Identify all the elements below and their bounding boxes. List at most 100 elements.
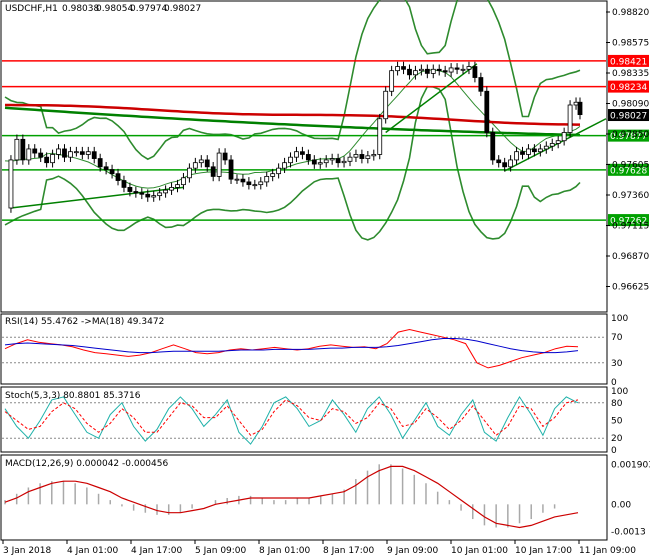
candle-body (300, 151, 305, 155)
candle-body (181, 177, 186, 186)
candle-body (62, 148, 67, 158)
candle-body (436, 68, 442, 72)
level-label-4: 0.97262 (610, 217, 647, 227)
xtick-label: 10 Jan 01:00 (451, 546, 508, 556)
candle-body (531, 148, 537, 153)
candle-body (127, 186, 133, 192)
price-ytick-label: 0.97360 (612, 191, 649, 201)
candle-body (490, 132, 496, 161)
candle-body (204, 159, 210, 168)
candle-body (32, 148, 38, 154)
candle-body (246, 181, 252, 186)
candle-body (514, 151, 519, 161)
candle-body (430, 68, 436, 74)
candle-body (442, 70, 448, 73)
price-ohlc-high: 0.98054 (96, 4, 133, 14)
price-ytick-label: 0.97115 (612, 222, 649, 232)
price-ytick-label: 0.98575 (612, 39, 649, 49)
price-ytick-label: 0.96870 (612, 252, 649, 262)
candle-body (472, 66, 478, 78)
xtick-label: 9 Jan 09:00 (387, 546, 439, 556)
level-label-2: 0.97877 (610, 132, 647, 142)
candle-body (418, 68, 424, 72)
candle-body (484, 90, 490, 133)
candle-body (526, 148, 531, 155)
rsi-series-1 (4, 338, 579, 354)
price-ytick-label: 0.96625 (612, 283, 649, 293)
candle-body (567, 104, 573, 133)
price-ytick-label: 0.97605 (612, 161, 649, 171)
candle-body (448, 67, 454, 73)
candle-body (157, 192, 163, 197)
trendline-2 (385, 63, 478, 134)
candle-body (502, 162, 508, 168)
candle-body (270, 173, 276, 177)
price-panel (0, 0, 608, 313)
current-price-bg (608, 109, 649, 122)
candle-body (323, 159, 329, 164)
current-price-label: 0.98027 (610, 112, 647, 122)
candle-body (543, 145, 549, 150)
price-ytick-label: 0.98820 (612, 8, 649, 18)
macd-ytick-label: -0.0013 (611, 528, 646, 538)
candle-body (577, 101, 583, 116)
price-layer (2, 0, 607, 241)
xtick-label: 10 Jan 17:00 (515, 546, 572, 556)
candle-body (311, 159, 317, 165)
xtick-label: 4 Jan 17:00 (131, 546, 183, 556)
rsi-layer (2, 328, 606, 369)
candle-body (413, 70, 418, 76)
candle-body (377, 118, 383, 155)
candle-body (91, 151, 97, 159)
candle-body (79, 151, 85, 155)
candle-body (175, 184, 180, 188)
stoch-ytick-label: 80 (611, 399, 623, 409)
level-label-bg-0 (608, 54, 649, 67)
candle-body (252, 184, 258, 187)
candle-body (454, 67, 460, 70)
candle-body (329, 158, 335, 161)
price-ytick-label: 0.98090 (612, 100, 649, 110)
candle-body (228, 159, 234, 180)
candle-body (424, 68, 430, 74)
candle-body (97, 158, 103, 168)
macd-signal-line (4, 465, 579, 529)
candle-body (347, 156, 353, 162)
candle-body (14, 138, 20, 161)
candle-body (68, 151, 73, 158)
candle-body (222, 152, 228, 161)
candle-body (389, 70, 395, 92)
candle-body (133, 191, 139, 194)
candle-body (121, 180, 127, 188)
candle-body (240, 178, 246, 183)
candle-body (50, 154, 55, 164)
stoch-series-0 (4, 395, 579, 445)
candle-body (139, 192, 145, 195)
xtick-label: 11 Jan 09:00 (579, 546, 636, 556)
price-title: USDCHF,H1 (5, 4, 58, 14)
candle-body (383, 90, 389, 120)
candle-body (341, 160, 347, 164)
macd-ytick-label: 0.00 (611, 500, 631, 510)
xtick-label: 5 Jan 09:00 (195, 546, 247, 556)
candle-body (109, 169, 115, 175)
stoch-ytick-label: 50 (611, 417, 623, 427)
bollinger-upper (4, 0, 581, 161)
stoch-ytick-label: 100 (611, 387, 628, 397)
candle-body (145, 193, 151, 198)
candle-body (163, 189, 169, 194)
stoch-series-1 (4, 399, 579, 436)
price-ytick-label: 0.97850 (612, 130, 649, 140)
candle-body (365, 155, 371, 159)
xtick-label: 3 Jan 2018 (3, 546, 51, 556)
axis-layer: 0.98421 0.98234 0.97877 0.97628 0.97262 0.980… (2, 8, 650, 556)
candle-body (401, 66, 406, 70)
price-ohlc-close: 0.98027 (164, 4, 201, 14)
candle-body (103, 166, 109, 170)
candle-body (115, 173, 121, 181)
candle-body (496, 159, 502, 164)
candle-body (520, 151, 525, 155)
candle-body (317, 162, 323, 165)
